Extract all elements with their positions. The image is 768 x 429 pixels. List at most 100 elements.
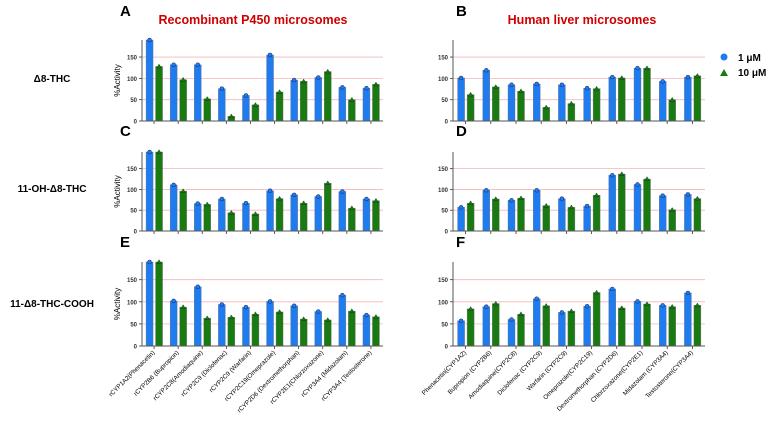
panel-E: E050100150%ActivityrCYP1A2(Phenacetin)rC… — [108, 234, 383, 414]
bar-10um — [324, 71, 332, 122]
bar-1um — [457, 207, 465, 232]
bar-10um — [372, 316, 380, 347]
y-tick-label: 100 — [127, 188, 138, 194]
point-10um — [467, 91, 474, 97]
point-10um — [568, 308, 575, 313]
point-10um — [276, 89, 283, 94]
point-10um — [518, 195, 524, 200]
point-10um — [204, 315, 210, 320]
point-10um — [180, 304, 186, 309]
point-1um — [340, 85, 345, 90]
bar-10um — [618, 307, 626, 347]
point-1um — [660, 193, 665, 198]
bar-10um — [618, 77, 626, 122]
point-10um — [669, 96, 675, 102]
bar-1um — [145, 39, 154, 122]
x-tick-label: Diclofenac (CYP2C9) — [496, 349, 543, 396]
bar-1um — [362, 198, 371, 232]
bar-10um — [466, 308, 475, 347]
bar-10um — [179, 79, 187, 122]
bar-1um — [659, 81, 667, 122]
bar-10um — [517, 90, 525, 122]
point-10um — [493, 84, 499, 89]
point-1um — [610, 173, 615, 178]
point-1um — [484, 304, 489, 309]
bar-10um — [592, 292, 601, 347]
bar-1um — [266, 190, 274, 232]
point-1um — [147, 149, 152, 155]
bar-1um — [507, 200, 516, 232]
bar-1um — [482, 70, 490, 122]
y-axis-label: %Activity — [113, 64, 122, 96]
bar-1um — [558, 198, 566, 232]
point-1um — [219, 196, 225, 202]
bar-1um — [659, 305, 667, 347]
bar-1um — [457, 77, 465, 122]
point-10um — [373, 81, 379, 87]
bar-10um — [668, 99, 676, 122]
bar-10um — [492, 86, 500, 122]
point-1um — [509, 82, 514, 87]
bar-1um — [169, 64, 178, 122]
point-10um — [180, 188, 186, 193]
point-1um — [316, 75, 321, 80]
point-10um — [325, 317, 331, 322]
y-tick-label: 150 — [438, 56, 449, 62]
bar-10um — [668, 209, 676, 232]
point-1um — [610, 286, 615, 292]
point-1um — [364, 85, 369, 91]
x-tick-label: rCYP1A2(Phenacetin) — [108, 349, 157, 398]
bar-1um — [684, 194, 692, 232]
y-tick-label: 100 — [438, 300, 449, 306]
point-10um — [252, 311, 259, 316]
point-10um — [373, 197, 379, 203]
y-tick-label: 0 — [445, 230, 449, 236]
bar-10um — [251, 313, 260, 347]
x-tick-label: Midazolam (CYP3A4) — [622, 349, 670, 397]
point-10um — [373, 314, 379, 319]
point-1um — [195, 62, 200, 67]
point-10um — [180, 76, 186, 82]
point-10um — [694, 73, 701, 78]
point-1um — [267, 52, 273, 58]
y-tick-label: 100 — [438, 77, 449, 83]
bar-1um — [583, 205, 591, 232]
point-1um — [291, 77, 297, 83]
bar-1um — [169, 184, 178, 232]
y-tick-label: 100 — [438, 188, 449, 194]
point-10um — [644, 65, 650, 70]
point-1um — [364, 196, 369, 202]
y-tick-label: 50 — [130, 322, 137, 328]
point-10um — [593, 289, 600, 295]
legend-label-1um: 1 μM — [738, 53, 761, 64]
bar-10um — [567, 310, 576, 347]
y-tick-label: 0 — [445, 345, 449, 351]
bar-10um — [227, 212, 236, 232]
x-tick-label: Bupropion (CYP2B6) — [447, 349, 494, 396]
point-10um — [568, 204, 575, 210]
bar-10um — [299, 202, 308, 232]
bar-10um — [348, 99, 356, 122]
bar-1um — [218, 198, 226, 232]
bar-10um — [643, 67, 651, 122]
column-title-human-liver: Human liver microsomes — [508, 13, 657, 27]
y-tick-label: 100 — [127, 300, 138, 306]
bar-10um — [542, 107, 550, 122]
bar-1um — [633, 67, 642, 122]
y-tick-label: 0 — [445, 120, 449, 126]
point-10um — [228, 210, 235, 215]
bar-10um — [517, 197, 525, 232]
point-10um — [619, 75, 625, 80]
bar-1um — [338, 87, 347, 122]
bar-1um — [633, 301, 642, 347]
bar-10um — [155, 66, 163, 122]
legend-label-10um: 10 μM — [738, 68, 766, 79]
point-10um — [644, 176, 650, 181]
y-tick-label: 50 — [441, 98, 448, 104]
point-1um — [685, 192, 691, 197]
point-10um — [204, 96, 210, 101]
point-1um — [267, 188, 273, 193]
bar-10um — [542, 305, 550, 347]
point-1um — [484, 188, 489, 193]
panel-letter: E — [120, 234, 130, 251]
